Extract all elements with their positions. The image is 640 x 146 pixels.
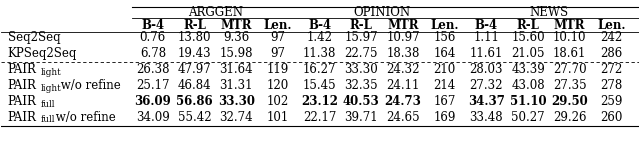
Text: 50.27: 50.27: [511, 111, 545, 124]
Text: 36.09: 36.09: [134, 95, 172, 108]
Text: 18.38: 18.38: [387, 47, 420, 60]
Text: OPINION: OPINION: [353, 6, 411, 19]
Text: 259: 259: [600, 95, 623, 108]
Text: 25.17: 25.17: [136, 79, 170, 92]
Text: 33.48: 33.48: [470, 111, 503, 124]
Text: 286: 286: [600, 47, 623, 60]
Text: NEWS: NEWS: [529, 6, 568, 19]
Text: 33.30: 33.30: [344, 63, 378, 76]
Text: 26.38: 26.38: [136, 63, 170, 76]
Text: 27.70: 27.70: [553, 63, 586, 76]
Text: PAIR: PAIR: [8, 79, 36, 92]
Text: 6.78: 6.78: [140, 47, 166, 60]
Text: 15.45: 15.45: [303, 79, 337, 92]
Text: 29.50: 29.50: [551, 95, 588, 108]
Text: 23.12: 23.12: [301, 95, 338, 108]
Text: 46.84: 46.84: [178, 79, 211, 92]
Text: 167: 167: [433, 95, 456, 108]
Text: MTR: MTR: [554, 19, 586, 32]
Text: Len.: Len.: [431, 19, 459, 32]
Text: 1.42: 1.42: [307, 32, 333, 45]
Text: 15.97: 15.97: [344, 32, 378, 45]
Text: 0.76: 0.76: [140, 32, 166, 45]
Text: R-L: R-L: [516, 19, 540, 32]
Text: MTR: MTR: [221, 19, 252, 32]
Text: 56.86: 56.86: [176, 95, 213, 108]
Text: B-4: B-4: [141, 19, 164, 32]
Text: 169: 169: [433, 111, 456, 124]
Text: 272: 272: [600, 63, 623, 76]
Text: 101: 101: [267, 111, 289, 124]
Text: Seq2Seq: Seq2Seq: [8, 32, 60, 45]
Text: KPSeq2Seq: KPSeq2Seq: [8, 47, 77, 60]
Text: w/o refine: w/o refine: [52, 111, 116, 124]
Text: ARGGEN: ARGGEN: [188, 6, 243, 19]
Text: 22.17: 22.17: [303, 111, 336, 124]
Text: R-L: R-L: [183, 19, 206, 32]
Text: 242: 242: [600, 32, 623, 45]
Text: 13.80: 13.80: [178, 32, 211, 45]
Text: 19.43: 19.43: [178, 47, 211, 60]
Text: PAIR: PAIR: [8, 111, 36, 124]
Text: 31.64: 31.64: [220, 63, 253, 76]
Text: 24.73: 24.73: [385, 95, 421, 108]
Text: 24.65: 24.65: [386, 111, 420, 124]
Text: 260: 260: [600, 111, 623, 124]
Text: 29.26: 29.26: [553, 111, 586, 124]
Text: 33.30: 33.30: [218, 95, 255, 108]
Text: 97: 97: [271, 32, 285, 45]
Text: 34.37: 34.37: [468, 95, 505, 108]
Text: 120: 120: [267, 79, 289, 92]
Text: 119: 119: [267, 63, 289, 76]
Text: full: full: [41, 115, 56, 124]
Text: 164: 164: [433, 47, 456, 60]
Text: 97: 97: [271, 47, 285, 60]
Text: 47.97: 47.97: [178, 63, 211, 76]
Text: 28.03: 28.03: [470, 63, 503, 76]
Text: 43.39: 43.39: [511, 63, 545, 76]
Text: 31.31: 31.31: [220, 79, 253, 92]
Text: 24.32: 24.32: [386, 63, 420, 76]
Text: w/o refine: w/o refine: [57, 79, 120, 92]
Text: 21.05: 21.05: [511, 47, 545, 60]
Text: 15.60: 15.60: [511, 32, 545, 45]
Text: B-4: B-4: [308, 19, 331, 32]
Text: R-L: R-L: [350, 19, 372, 32]
Text: 278: 278: [600, 79, 623, 92]
Text: Len.: Len.: [597, 19, 626, 32]
Text: full: full: [41, 100, 56, 108]
Text: 10.97: 10.97: [386, 32, 420, 45]
Text: B-4: B-4: [475, 19, 498, 32]
Text: 102: 102: [267, 95, 289, 108]
Text: 18.61: 18.61: [553, 47, 586, 60]
Text: 22.75: 22.75: [344, 47, 378, 60]
Text: 55.42: 55.42: [178, 111, 211, 124]
Text: 39.71: 39.71: [344, 111, 378, 124]
Text: 40.53: 40.53: [343, 95, 380, 108]
Text: PAIR: PAIR: [8, 95, 36, 108]
Text: 51.10: 51.10: [509, 95, 547, 108]
Text: 1.11: 1.11: [474, 32, 499, 45]
Text: 210: 210: [433, 63, 456, 76]
Text: light: light: [41, 84, 61, 93]
Text: 9.36: 9.36: [223, 32, 250, 45]
Text: MTR: MTR: [387, 19, 419, 32]
Text: Len.: Len.: [264, 19, 292, 32]
Text: 156: 156: [433, 32, 456, 45]
Text: 27.32: 27.32: [470, 79, 503, 92]
Text: 15.98: 15.98: [220, 47, 253, 60]
Text: 16.27: 16.27: [303, 63, 337, 76]
Text: 214: 214: [433, 79, 456, 92]
Text: light: light: [41, 68, 61, 77]
Text: PAIR: PAIR: [8, 63, 36, 76]
Text: 11.38: 11.38: [303, 47, 336, 60]
Text: 32.35: 32.35: [344, 79, 378, 92]
Text: 11.61: 11.61: [470, 47, 503, 60]
Text: 10.10: 10.10: [553, 32, 586, 45]
Text: 34.09: 34.09: [136, 111, 170, 124]
Text: 27.35: 27.35: [553, 79, 586, 92]
Text: 32.74: 32.74: [220, 111, 253, 124]
Text: 43.08: 43.08: [511, 79, 545, 92]
Text: 24.11: 24.11: [387, 79, 420, 92]
